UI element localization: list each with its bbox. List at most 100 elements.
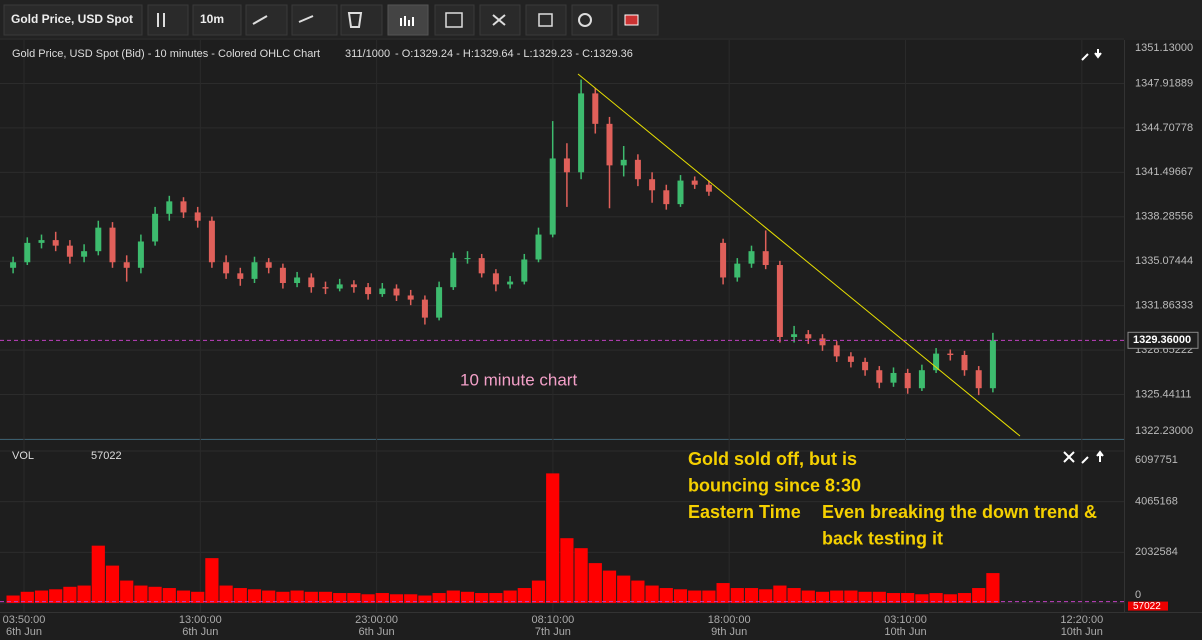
volume-bar [574, 548, 588, 603]
volume-bar [105, 565, 120, 603]
volume-bar [645, 585, 659, 603]
candle-body [521, 259, 528, 282]
candle-body [776, 265, 783, 337]
last-price-label: 1329.36000 [1133, 334, 1191, 346]
interval-button[interactable] [192, 4, 242, 36]
volume-bar [531, 580, 546, 603]
y-tick-label: 1331.86333 [1135, 300, 1193, 312]
volume-bar [34, 590, 49, 603]
candle-body [663, 190, 670, 205]
volume-bar [148, 586, 162, 603]
volume-bar [262, 590, 276, 603]
volume-bar [588, 563, 602, 603]
volume-bar [673, 589, 688, 603]
candle-body [819, 338, 826, 346]
delete-button[interactable] [340, 4, 383, 36]
x-tick-time: 03:50:00 [3, 614, 46, 626]
volume-bar [815, 591, 830, 603]
volume-bar [886, 593, 901, 603]
volume-bar [432, 593, 446, 603]
candle-body [961, 354, 968, 371]
y-tick-label: 1335.07444 [1135, 255, 1193, 267]
volume-bar [858, 591, 872, 603]
candle-body [223, 262, 230, 274]
y-tick-label: 0 [1135, 589, 1141, 601]
candle-body [336, 284, 343, 289]
candle-body [606, 123, 613, 166]
volume-bar [6, 595, 20, 603]
volume-bar [773, 585, 787, 603]
candle-body [578, 93, 585, 173]
candle-body [308, 277, 315, 288]
volume-bar [318, 591, 333, 603]
candle-body [52, 240, 59, 246]
candle-body [81, 251, 88, 257]
note: bouncing since 8:30 [688, 475, 861, 495]
trend-line [577, 73, 1021, 437]
x-tick-time: 23:00:00 [355, 614, 398, 626]
crosshair-button[interactable] [434, 4, 475, 36]
volume-bar [489, 593, 503, 603]
last-volume-box [1128, 601, 1168, 611]
x-tick-date: 10th Jun [884, 626, 926, 638]
volume-bar [176, 590, 191, 603]
volume-bar [375, 593, 389, 603]
candle-body [166, 201, 173, 214]
volume-bar [247, 589, 262, 603]
candle-body [38, 240, 45, 243]
candle-body [918, 370, 925, 389]
volume-bar [418, 595, 432, 603]
x-tick-time: 13:00:00 [179, 614, 222, 626]
fit-button[interactable] [525, 4, 567, 36]
draw-button[interactable] [245, 4, 288, 36]
y-tick-label: 1338.28556 [1135, 211, 1193, 223]
note: back testing it [822, 528, 943, 548]
volume-bar [361, 594, 375, 603]
volume-title: VOL [12, 450, 34, 462]
candle-body [251, 262, 258, 279]
volume-bar [404, 594, 418, 603]
volume-bar [205, 558, 219, 603]
volume-bar [716, 583, 730, 603]
volume-bar [276, 591, 290, 603]
candle-body [350, 284, 357, 288]
candle-body [294, 277, 301, 284]
bar-count: 311/1000 [345, 48, 390, 60]
y-tick-label: 1325.44111 [1135, 388, 1191, 400]
volume-bar [20, 591, 34, 603]
indicator-button[interactable] [291, 4, 338, 36]
x-tick-time: 12:20:00 [1060, 614, 1103, 626]
x-tick-date: 6th Jun [6, 626, 42, 638]
candle-body [791, 334, 798, 337]
candle-body [137, 241, 144, 268]
volume-bar [219, 585, 233, 603]
chart-type-button[interactable] [147, 4, 189, 36]
x-tick-date: 10th Jun [1061, 626, 1103, 638]
volume-bar [702, 590, 716, 603]
volume-bar [460, 591, 475, 603]
candle-body [975, 370, 982, 389]
x-tick-date: 6th Jun [359, 626, 395, 638]
volume-bar [688, 590, 702, 603]
symbol: Gold Price, USD Spot [11, 12, 133, 26]
volume-bar [631, 580, 645, 603]
candle-body [691, 180, 698, 185]
candle-body [436, 287, 443, 318]
x-tick-date: 6th Jun [182, 626, 218, 638]
volume-bar [844, 590, 858, 603]
volume-bar [602, 570, 617, 603]
candle-body [265, 262, 272, 268]
symbol-button[interactable] [3, 4, 143, 36]
marks [6, 79, 1000, 603]
y-tick-label: 2032584 [1135, 546, 1178, 558]
candle-body [933, 353, 940, 371]
volume-bar [517, 588, 531, 603]
volume-bar [929, 593, 943, 603]
volume-bar [389, 594, 404, 603]
volume-bar [49, 589, 63, 603]
volume-bar [290, 590, 304, 603]
candle-body [890, 372, 897, 383]
volume-bar [972, 588, 986, 603]
volume-bar [162, 588, 176, 603]
